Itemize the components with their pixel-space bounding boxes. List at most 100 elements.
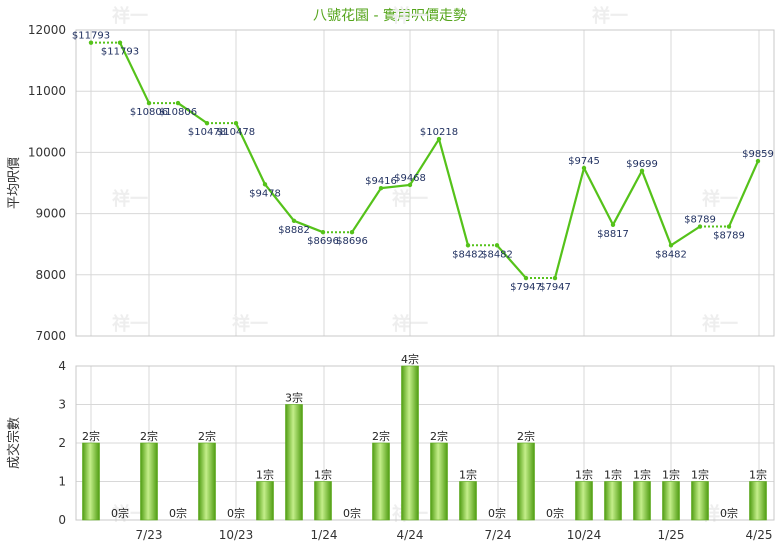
price-point — [175, 100, 181, 106]
volume-bar-label: 1宗 — [575, 468, 593, 482]
price-y-tick-label: 7000 — [35, 329, 66, 343]
volume-bar — [633, 481, 651, 521]
watermark-text: 祥一 — [592, 5, 628, 27]
price-point-label: $8789 — [713, 231, 745, 242]
price-line-segment — [640, 170, 673, 246]
volume-bar-label: 2宗 — [140, 429, 158, 443]
price-point-label: $8696 — [307, 236, 339, 247]
price-line-segment — [177, 102, 208, 125]
watermark-text: 祥一 — [112, 188, 148, 210]
volume-y-tick-label: 0 — [58, 513, 66, 527]
volume-y-tick-label: 1 — [58, 475, 66, 489]
price-point — [639, 168, 645, 174]
price-point-label: $9478 — [249, 188, 281, 199]
x-tick-label: 4/24 — [397, 528, 424, 542]
price-point-label: $8482 — [452, 249, 484, 260]
volume-bar-label: 1宗 — [604, 468, 622, 482]
volume-y-tick-label: 2 — [58, 436, 66, 450]
volume-bar-label: 2宗 — [372, 429, 390, 443]
x-tick-label: 1/24 — [311, 528, 338, 542]
price-point-label: $11793 — [101, 47, 139, 58]
volume-bar-label: 0宗 — [720, 506, 738, 520]
price-y-axis-label: 平均呎價 — [7, 157, 22, 209]
price-point-label: $10806 — [130, 107, 168, 118]
price-point-label: $9745 — [568, 156, 600, 167]
price-point-label: $10806 — [159, 107, 197, 118]
price-point — [697, 224, 703, 229]
price-line-segment — [235, 122, 266, 185]
price-point — [233, 120, 239, 126]
x-tick-label: 10/23 — [219, 528, 254, 542]
price-point-label: $10478 — [188, 127, 226, 138]
price-point-label: $10218 — [420, 127, 458, 138]
price-plot-frame — [75, 29, 775, 337]
price-line-segment — [496, 244, 527, 279]
volume-bar-label: 1宗 — [256, 468, 274, 482]
price-point — [523, 275, 529, 281]
price-point-label: $8482 — [481, 249, 513, 260]
volume-y-axis-label: 成交宗數 — [6, 417, 22, 469]
volume-bar — [285, 404, 303, 521]
chart-title: 八號花園 - 實用呎價走勢 — [313, 7, 467, 24]
volume-bar — [430, 442, 448, 521]
price-line-segment — [380, 183, 411, 190]
price-line-segment — [583, 167, 614, 226]
price-line-segment — [293, 219, 324, 234]
price-point — [552, 275, 558, 281]
volume-bar-label: 0宗 — [546, 506, 564, 520]
volume-bar-label: 1宗 — [749, 468, 767, 482]
price-point — [117, 40, 123, 45]
price-point-label: $9859 — [742, 149, 774, 160]
volume-bar-label: 1宗 — [459, 468, 477, 482]
volume-bar-label: 2宗 — [198, 429, 216, 443]
volume-bar-label: 2宗 — [517, 429, 535, 443]
x-tick-label: 4/25 — [746, 528, 773, 542]
price-point — [320, 230, 326, 235]
price-y-tick-label: 12000 — [28, 23, 66, 37]
price-line-segment — [437, 138, 470, 246]
volume-bar-label: 0宗 — [111, 506, 129, 520]
price-point — [262, 182, 268, 187]
volume-bar — [575, 481, 593, 521]
price-point — [349, 230, 355, 235]
watermark-text: 祥一 — [392, 188, 428, 210]
volume-bar-label: 0宗 — [343, 506, 361, 520]
watermark-text: 祥一 — [392, 5, 428, 27]
price-point — [204, 120, 210, 126]
volume-bar — [82, 442, 100, 521]
watermark-text: 祥一 — [112, 5, 148, 27]
volume-bar — [372, 442, 390, 521]
price-line-segment — [612, 170, 643, 226]
volume-bar-label: 2宗 — [82, 429, 100, 443]
x-tick-label: 7/23 — [136, 528, 163, 542]
volume-bar — [198, 442, 216, 521]
price-point-label: $8817 — [597, 229, 629, 240]
price-point — [581, 165, 587, 171]
price-y-ticks: 7000 8000 9000 10000 11000 12000 — [28, 23, 66, 343]
volume-bar-label: 3宗 — [285, 391, 303, 405]
volume-y-tick-label: 4 — [58, 359, 66, 373]
price-point-label: $8789 — [684, 215, 716, 226]
price-point — [610, 222, 616, 227]
volume-bar — [256, 481, 274, 521]
price-point — [465, 243, 471, 248]
price-point-label: $9468 — [394, 173, 426, 184]
price-y-tick-label: 9000 — [35, 207, 66, 221]
volume-bar-label: 0宗 — [227, 506, 245, 520]
x-tick-label: 1/25 — [658, 528, 685, 542]
price-point — [88, 40, 94, 45]
volume-bar-label: 0宗 — [169, 506, 187, 520]
volume-bar — [517, 442, 535, 521]
price-point-label: $10478 — [217, 127, 255, 138]
watermark-text: 祥一 — [112, 313, 148, 335]
price-point — [755, 158, 761, 164]
volume-bar — [662, 481, 680, 521]
price-y-tick-label: 10000 — [28, 145, 66, 159]
price-line-segment — [670, 225, 701, 247]
price-point-label: $9416 — [365, 176, 397, 187]
price-y-tick-label: 11000 — [28, 84, 66, 98]
volume-bar — [459, 481, 477, 521]
volume-bar-label: 1宗 — [662, 468, 680, 482]
price-point-label: $8882 — [278, 225, 310, 236]
